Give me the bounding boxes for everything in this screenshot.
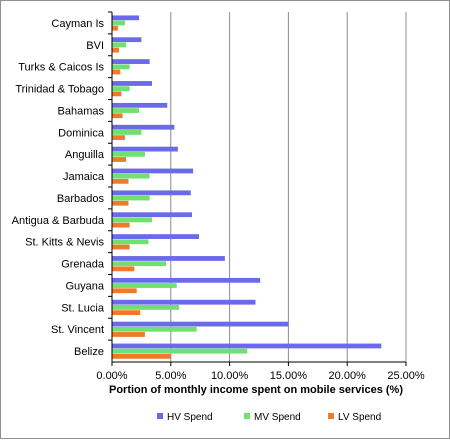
bar-hv-spend <box>112 124 175 130</box>
x-tick-label: 25.00% <box>387 370 425 382</box>
x-tick-label: 0.00% <box>96 370 127 382</box>
bar-lv-spend <box>112 135 125 141</box>
legend-swatch <box>244 413 250 419</box>
category-label: Anguilla <box>65 149 105 161</box>
bar-mv-spend <box>112 348 248 354</box>
labels: 0.00% 5.00% 10.00% 15.00% 20.00% 25.00% Cayman… <box>12 18 425 382</box>
category-label: Bahamas <box>58 105 105 117</box>
bar-hv-spend <box>112 37 142 43</box>
category-label: St. Lucia <box>61 302 105 314</box>
category-label: BVI <box>86 40 104 52</box>
bar-mv-spend <box>112 305 180 310</box>
bar-lv-spend <box>112 353 171 359</box>
bar-mv-spend <box>112 261 167 267</box>
bar-mv-spend <box>112 64 130 70</box>
bar-mv-spend <box>112 42 127 48</box>
bars <box>112 15 382 359</box>
bar-lv-spend <box>112 47 120 53</box>
category-label: Dominica <box>58 127 105 139</box>
category-label: Turks & Caicos Is <box>18 62 104 74</box>
bar-lv-spend <box>112 200 129 206</box>
bar-lv-spend <box>112 178 129 184</box>
bar-hv-spend <box>112 81 152 86</box>
bar-hv-spend <box>112 102 168 108</box>
legend: HV Spend MV Spend LV Spend <box>157 412 381 423</box>
bar-hv-spend <box>112 234 200 239</box>
bar-mv-spend <box>112 326 197 332</box>
bar-hv-spend <box>112 277 261 283</box>
bar-hv-spend <box>112 59 150 64</box>
bar-hv-spend <box>112 168 194 174</box>
bar-lv-spend <box>112 69 121 75</box>
bar-mv-spend <box>112 130 142 135</box>
x-tick-label: 5.00% <box>155 370 186 382</box>
bar-lv-spend <box>112 288 137 294</box>
bar-mv-spend <box>112 20 125 26</box>
category-label: St. Kitts & Nevis <box>25 237 104 249</box>
legend-label: LV Spend <box>338 412 381 423</box>
category-label: Guyana <box>65 280 104 292</box>
bar-hv-spend <box>112 190 191 196</box>
bar-mv-spend <box>112 283 177 288</box>
bar-mv-spend <box>112 239 149 245</box>
bar-lv-spend <box>112 310 141 316</box>
bar-lv-spend <box>112 157 127 162</box>
legend-label: HV Spend <box>167 412 213 423</box>
bar-mv-spend <box>112 151 145 157</box>
category-label: Jamaica <box>63 171 105 183</box>
bar-hv-spend <box>112 321 289 327</box>
category-label: Cayman Is <box>51 18 104 30</box>
bar-hv-spend <box>112 146 178 152</box>
bar-hv-spend <box>112 256 225 261</box>
category-label: Belize <box>74 346 104 358</box>
bar-hv-spend <box>112 299 256 305</box>
bar-lv-spend <box>112 91 122 97</box>
axes <box>108 11 407 366</box>
bar-mv-spend <box>112 217 152 223</box>
gridlines <box>170 12 407 362</box>
legend-label: MV Spend <box>254 412 301 423</box>
bar-lv-spend <box>112 244 130 250</box>
bar-hv-spend <box>112 343 382 349</box>
bar-hv-spend <box>112 15 140 21</box>
legend-swatch <box>328 413 334 419</box>
bar-lv-spend <box>112 25 118 31</box>
x-tick-label: 15.00% <box>270 370 308 382</box>
category-label: St. Vincent <box>51 324 104 336</box>
bar-lv-spend <box>112 266 135 272</box>
bar-mv-spend <box>112 173 150 179</box>
category-label: Grenada <box>61 259 105 271</box>
bar-lv-spend <box>112 222 130 228</box>
bar-hv-spend <box>112 212 192 218</box>
legend-swatch <box>157 413 163 419</box>
bar-mv-spend <box>112 195 150 201</box>
bar-lv-spend <box>112 113 123 119</box>
category-label: Barbados <box>57 193 105 205</box>
bar-lv-spend <box>112 332 145 337</box>
category-label: Antigua & Barbuda <box>12 215 105 227</box>
x-tick-label: 20.00% <box>329 370 367 382</box>
bar-mv-spend <box>112 86 130 92</box>
bar-mv-spend <box>112 108 140 113</box>
category-label: Trinidad & Tobago <box>15 84 104 96</box>
x-axis-title: Portion of monthly income spent on mobil… <box>109 384 403 396</box>
x-tick-label: 10.00% <box>211 370 249 382</box>
